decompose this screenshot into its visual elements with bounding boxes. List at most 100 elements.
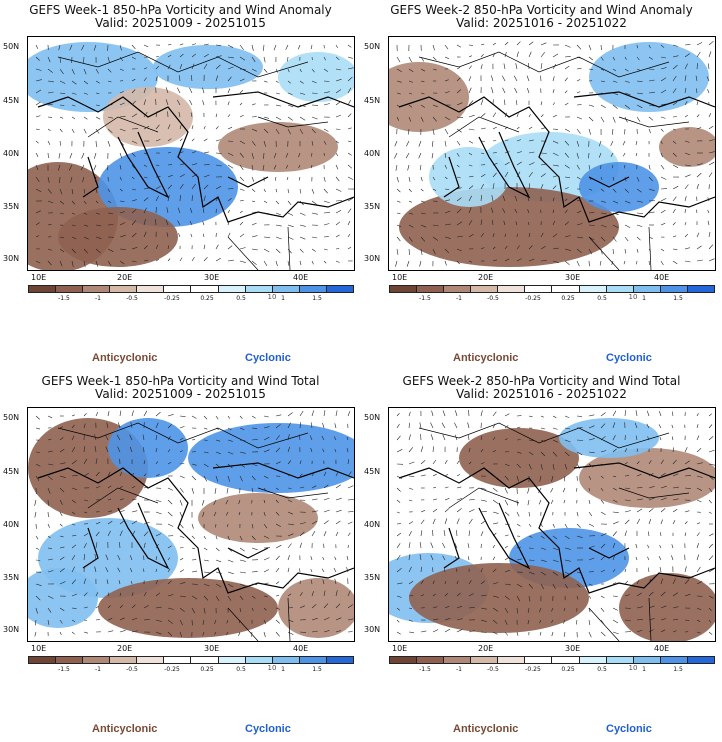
wind-arrow xyxy=(708,555,714,561)
wind-arrow xyxy=(420,212,426,215)
wind-arrow xyxy=(564,583,568,589)
wind-arrow xyxy=(59,437,64,441)
wind-arrow xyxy=(142,434,145,441)
wind-arrow xyxy=(588,116,594,122)
wind-arrow xyxy=(94,152,97,159)
wind-arrow xyxy=(129,555,133,561)
wind-arrow xyxy=(179,415,186,417)
lat-label: 40N xyxy=(3,149,20,158)
wind-arrow xyxy=(540,184,544,190)
wind-arrow xyxy=(516,511,520,517)
wind-arrow xyxy=(323,617,330,621)
wind-arrow xyxy=(143,207,147,214)
wind-arrow xyxy=(396,595,402,598)
wind-arrow xyxy=(576,248,582,254)
wind-arrow xyxy=(480,43,485,46)
wind-arrow xyxy=(273,152,277,159)
wind-arrow xyxy=(71,554,76,561)
wind-arrow xyxy=(622,140,626,146)
colorbar-tick: -0.25 xyxy=(525,666,541,673)
vorticity-map xyxy=(27,36,355,271)
wind-arrow xyxy=(707,89,710,94)
colorbar-tick: 1 xyxy=(281,295,285,302)
wind-arrow xyxy=(432,518,436,525)
wind-arrow xyxy=(684,579,690,585)
wind-arrow xyxy=(612,475,617,478)
wind-arrow xyxy=(611,164,614,169)
wind-arrow xyxy=(335,56,340,61)
wind-arrow xyxy=(588,451,595,454)
wind-arrow xyxy=(648,164,651,170)
wind-arrow xyxy=(600,176,603,180)
wind-arrow xyxy=(287,200,292,205)
wind-arrow xyxy=(47,535,51,539)
wind-arrow xyxy=(648,79,655,82)
wind-arrow xyxy=(516,546,521,549)
wind-arrow xyxy=(335,234,340,238)
wind-arrow xyxy=(708,449,715,453)
wind-arrow xyxy=(588,619,591,626)
wind-arrow xyxy=(95,80,100,84)
wind-arrow xyxy=(408,447,414,453)
wind-arrow xyxy=(588,68,593,70)
wind-arrow xyxy=(468,509,475,513)
wind-arrow xyxy=(227,439,233,442)
wind-arrow xyxy=(311,410,315,417)
wind-arrow xyxy=(684,115,688,118)
wind-arrow xyxy=(684,487,691,489)
wind-arrow xyxy=(552,247,559,250)
wind-arrow xyxy=(492,544,495,549)
wind-arrow xyxy=(408,554,411,561)
wind-arrow xyxy=(214,487,217,494)
wind-arrow xyxy=(35,56,40,61)
wind-arrow xyxy=(93,164,97,171)
wind-arrow xyxy=(444,592,449,597)
wind-arrow xyxy=(647,544,650,549)
vorticity-shade xyxy=(218,122,338,172)
wind-arrow xyxy=(636,606,643,609)
vorticity-shade xyxy=(108,418,188,478)
wind-arrow xyxy=(636,592,642,597)
wind-arrow xyxy=(708,568,715,573)
colorbar-segment xyxy=(525,286,553,292)
wind-arrow xyxy=(311,140,314,146)
wind-arrow xyxy=(347,521,353,525)
wind-arrow xyxy=(468,461,472,465)
wind-arrow xyxy=(552,209,555,214)
wind-arrow xyxy=(299,522,306,525)
wind-arrow xyxy=(696,607,702,611)
wind-arrow xyxy=(516,463,522,469)
wind-arrow xyxy=(322,422,325,429)
wind-arrow xyxy=(131,89,136,94)
wind-arrow xyxy=(432,618,439,621)
wind-arrow xyxy=(672,196,677,202)
colorbar-tick: -0.25 xyxy=(164,666,180,673)
wind-arrow xyxy=(263,260,268,267)
vorticity-map xyxy=(388,407,716,642)
wind-arrow xyxy=(131,520,138,525)
legend-anticyclonic: Anticyclonic xyxy=(453,352,519,364)
colorbar-tick: -0.5 xyxy=(487,295,499,302)
wind-arrow xyxy=(396,248,399,255)
wind-arrow xyxy=(491,87,494,94)
wind-arrow xyxy=(347,164,353,169)
wind-arrow xyxy=(408,542,411,549)
wind-arrow xyxy=(227,176,234,180)
wind-arrow xyxy=(59,462,66,465)
wind-arrow xyxy=(624,68,629,72)
wind-arrow xyxy=(167,54,172,58)
wind-arrow xyxy=(59,499,63,505)
wind-arrow xyxy=(600,200,606,203)
wind-arrow xyxy=(167,499,173,505)
wind-arrow xyxy=(660,629,666,633)
panel-valid-dates: Valid: 20251009 - 20251015 xyxy=(95,16,266,30)
wind-arrow xyxy=(492,126,497,130)
wind-arrow xyxy=(263,595,268,598)
wind-arrow xyxy=(311,80,317,84)
wind-arrow xyxy=(600,248,603,255)
colorbar-tick: -1.5 xyxy=(419,666,431,673)
wind-arrow xyxy=(647,436,650,441)
wind-arrow xyxy=(323,531,327,537)
wind-arrow xyxy=(273,164,277,170)
wind-arrow xyxy=(600,188,605,192)
